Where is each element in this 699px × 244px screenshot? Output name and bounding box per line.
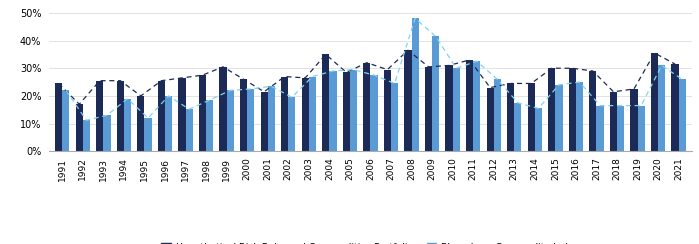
Bar	[226, 90, 234, 151]
Bar	[55, 83, 62, 151]
Bar	[384, 70, 391, 151]
Bar	[363, 63, 370, 151]
Bar	[343, 72, 350, 151]
Bar	[82, 120, 90, 151]
Bar	[528, 83, 535, 151]
Bar	[158, 81, 165, 151]
Bar	[322, 54, 329, 151]
Bar	[288, 97, 296, 151]
Bar	[493, 79, 501, 151]
Bar	[329, 71, 337, 151]
Bar	[206, 100, 213, 151]
Bar	[240, 79, 247, 151]
Bar	[637, 106, 644, 151]
Bar	[302, 78, 309, 151]
Bar	[103, 115, 110, 151]
Bar	[576, 82, 583, 151]
Bar	[137, 96, 145, 151]
Bar	[124, 99, 131, 151]
Bar	[507, 83, 514, 151]
Bar	[432, 36, 439, 151]
Bar	[617, 106, 624, 151]
Bar	[404, 50, 412, 151]
Bar	[281, 77, 288, 151]
Bar	[569, 68, 576, 151]
Bar	[589, 71, 596, 151]
Bar	[145, 118, 152, 151]
Bar	[445, 65, 453, 151]
Bar	[309, 77, 316, 151]
Bar	[487, 88, 493, 151]
Bar	[425, 67, 432, 151]
Bar	[370, 75, 377, 151]
Bar	[178, 78, 185, 151]
Bar	[412, 18, 419, 151]
Bar	[610, 92, 617, 151]
Legend: Hypothetical Risk-Balanced Commodities Portfolio, Bloomberg Commodity Index: Hypothetical Risk-Balanced Commodities P…	[158, 240, 583, 244]
Bar	[199, 75, 206, 151]
Bar	[556, 85, 563, 151]
Bar	[466, 60, 473, 151]
Bar	[672, 64, 679, 151]
Bar	[658, 65, 665, 151]
Bar	[185, 109, 193, 151]
Bar	[391, 83, 398, 151]
Bar	[219, 67, 226, 151]
Bar	[62, 90, 69, 151]
Bar	[596, 106, 604, 151]
Bar	[535, 108, 542, 151]
Bar	[548, 68, 556, 151]
Bar	[75, 104, 82, 151]
Bar	[247, 89, 254, 151]
Bar	[268, 86, 275, 151]
Bar	[165, 96, 172, 151]
Bar	[453, 68, 460, 151]
Bar	[473, 61, 480, 151]
Bar	[117, 81, 124, 151]
Bar	[96, 81, 103, 151]
Bar	[651, 53, 658, 151]
Bar	[514, 103, 521, 151]
Bar	[679, 79, 686, 151]
Bar	[350, 70, 357, 151]
Bar	[261, 92, 268, 151]
Bar	[630, 89, 637, 151]
